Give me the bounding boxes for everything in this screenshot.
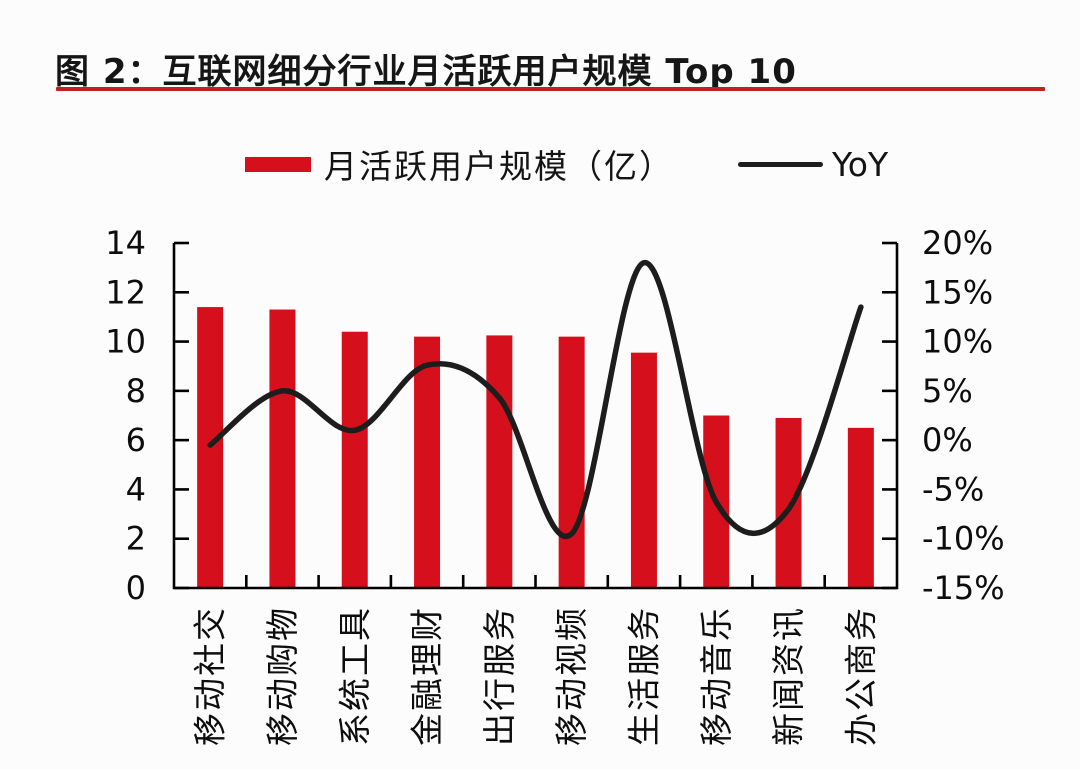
chart-legend: 月活跃用户规模（亿） YoY [245, 142, 888, 186]
bar [630, 352, 657, 588]
x-axis-label: 金融理财 [408, 606, 447, 746]
left-axis-tick-label: 4 [126, 470, 146, 508]
x-axis-label: 办公商务 [841, 606, 880, 746]
x-axis-label: 移动音乐 [697, 606, 736, 746]
right-axis-tick-label: -15% [922, 569, 1005, 607]
x-axis-label: 移动社交 [191, 606, 230, 746]
left-axis-tick-label: 6 [126, 421, 146, 459]
left-axis-tick-label: 2 [126, 520, 146, 558]
left-axis-tick-label: 8 [126, 372, 146, 410]
bar [486, 335, 513, 588]
bar [341, 331, 368, 588]
bar [775, 417, 802, 588]
legend-line-swatch-icon [738, 161, 823, 167]
x-axis-label: 生活服务 [624, 606, 663, 746]
x-axis-label: 出行服务 [480, 606, 519, 746]
figure-title: 图 2：互联网细分行业月活跃用户规模 Top 10 [55, 52, 797, 92]
yoy-line [207, 259, 864, 540]
right-axis-tick-label: 5% [922, 372, 973, 410]
right-axis-tick-label: 0% [922, 421, 973, 459]
legend-bar-swatch-icon [245, 156, 311, 172]
right-axis-tick-label: -10% [922, 520, 1005, 558]
bar [414, 336, 441, 588]
left-axis-tick-label: 14 [105, 224, 146, 262]
bar [558, 336, 585, 588]
x-axis-label: 系统工具 [335, 606, 374, 746]
bar [269, 309, 296, 588]
x-axis-label: 新闻资讯 [769, 606, 808, 746]
right-axis-tick-label: 15% [922, 273, 993, 311]
title-underline [56, 87, 1045, 91]
right-axis-tick-label: 20% [922, 224, 993, 262]
legend-label-mau: 月活跃用户规模（亿） [324, 147, 674, 186]
right-axis-tick-label: 10% [922, 323, 993, 361]
x-axis-label: 移动视频 [552, 606, 591, 746]
bar [847, 427, 874, 588]
legend-label-yoy: YoY [832, 144, 889, 184]
left-axis-tick-label: 12 [105, 273, 146, 311]
left-axis-tick-label: 0 [126, 569, 146, 607]
x-axis-label: 移动购物 [263, 606, 302, 746]
left-axis-tick-label: 10 [105, 323, 146, 361]
right-axis-tick-label: -5% [922, 470, 984, 508]
